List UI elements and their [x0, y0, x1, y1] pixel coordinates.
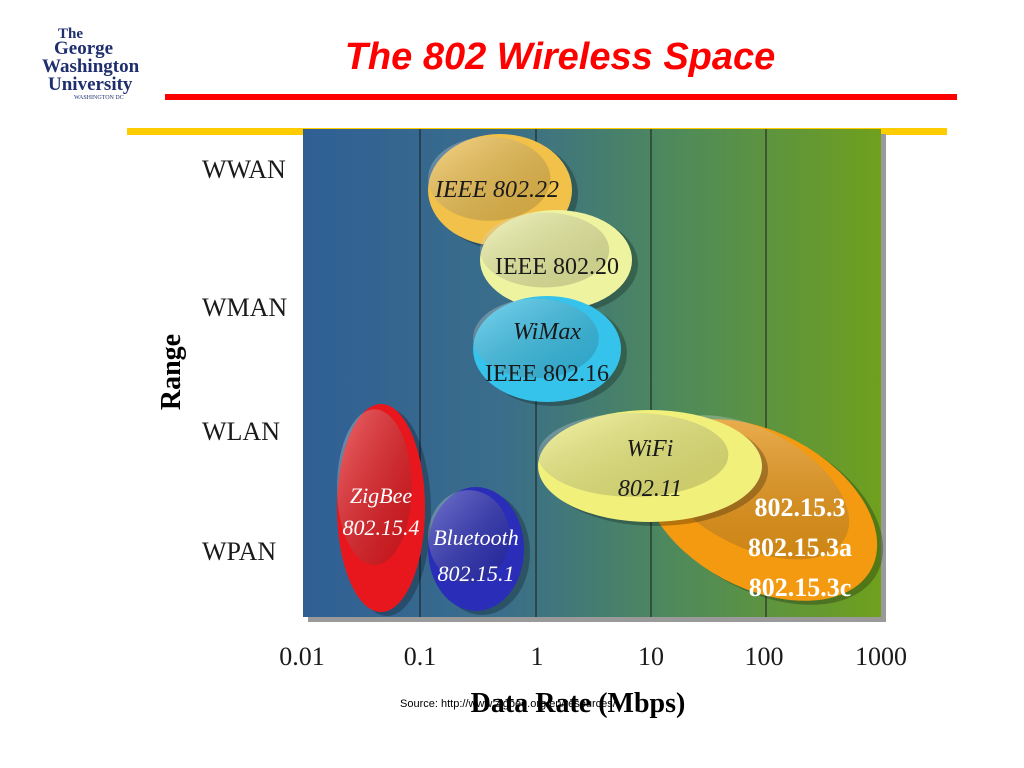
x-axis-ticks: 0.01 0.1 1 10 100 1000 [279, 642, 907, 671]
bubble-label: WiFi [627, 436, 674, 462]
bubble-highlight [473, 298, 599, 379]
university-logo: The George Washington University WASHING… [42, 26, 140, 101]
source-note: Source: http://www.zigbee.org/en/resourc… [400, 698, 616, 710]
y-axis-title: Range [156, 334, 187, 410]
bubble-label: IEEE 802.22 [434, 177, 559, 203]
logo-line-3: Washington [42, 56, 140, 77]
range-label: WMAN [202, 293, 287, 322]
bubble-label: WiMax [513, 319, 581, 345]
bubble-wimax: WiMax IEEE 802.16 [473, 296, 627, 406]
bubble-ieee-802-20: IEEE 802.20 [479, 210, 638, 314]
bubble-highlight [428, 136, 551, 221]
bubble-bluetooth: Bluetooth 802.15.1 [428, 487, 530, 615]
bubble-label: IEEE 802.20 [495, 254, 619, 280]
x-tick-label: 10 [638, 642, 664, 671]
bubble-highlight [479, 212, 610, 288]
bubble-label: 802.15.3a [748, 533, 852, 562]
bubble-label: ZigBee [350, 483, 413, 508]
logo-subline: WASHINGTON DC [74, 95, 124, 101]
x-tick-label: 0.01 [279, 642, 325, 671]
bubble-label: 802.15.4 [343, 515, 420, 540]
x-axis-title: Data Rate (Mbps) [471, 688, 686, 719]
bubble-wifi: WiFi 802.11 [538, 410, 768, 526]
bubble-label: 802.11 [618, 476, 682, 502]
bubble-highlight [538, 412, 729, 497]
bubble-label: IEEE 802.16 [485, 361, 609, 387]
technology-bubbles: 802.15.3 802.15.3a 802.15.3c IEEE 802.22 IEE… [337, 134, 884, 616]
x-tick-label: 1 [531, 642, 544, 671]
logo-line-2: George [54, 38, 113, 59]
x-tick-label: 1000 [855, 642, 907, 671]
x-tick-label: 0.1 [404, 642, 437, 671]
x-tick-label: 100 [745, 642, 784, 671]
logo-line-1: The [58, 26, 83, 42]
range-label: WPAN [202, 537, 276, 566]
logo-line-4: University [48, 74, 133, 95]
slide-title: The 802 Wireless Space [344, 36, 776, 78]
title-underline [165, 94, 957, 100]
range-label: WLAN [202, 417, 280, 446]
bubble-highlight [428, 490, 510, 584]
bubble-label: Bluetooth [433, 525, 519, 550]
range-labels: WWAN WMAN WLAN WPAN [202, 155, 287, 566]
range-label: WWAN [202, 155, 286, 184]
bubble-label: 802.15.1 [438, 561, 515, 586]
bubble-zigbee: ZigBee 802.15.4 [337, 404, 431, 616]
bubble-label: 802.15.3c [749, 573, 852, 602]
bubble-label: 802.15.3 [755, 493, 846, 522]
bubble-highlight [337, 409, 412, 566]
